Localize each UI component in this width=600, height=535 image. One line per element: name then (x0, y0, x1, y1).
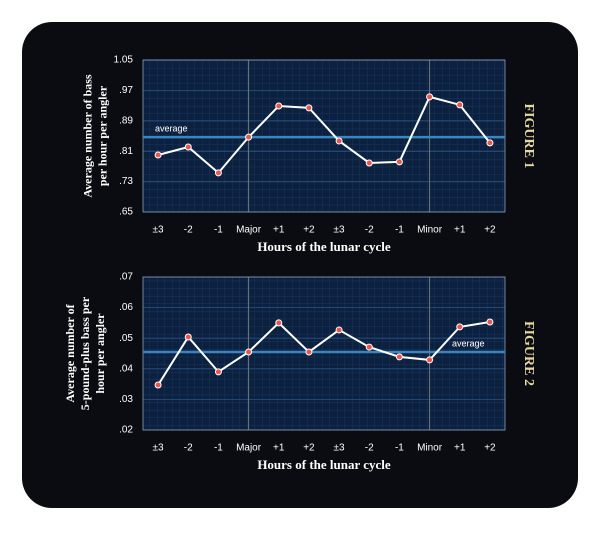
x-tick-label: Minor (417, 225, 443, 236)
y-tick-label: 1.05 (114, 55, 134, 66)
marker (486, 318, 494, 326)
x-tick-label: +1 (273, 225, 285, 236)
x-tick-label: -2 (365, 443, 374, 454)
marker (275, 319, 283, 327)
marker (395, 353, 403, 361)
y-tick-label: .05 (119, 333, 133, 344)
marker (154, 381, 162, 389)
x-tick-label: Major (236, 225, 262, 236)
y-axis-label: hour per angler (93, 313, 107, 394)
x-tick-label: -2 (184, 225, 193, 236)
marker (365, 343, 373, 351)
x-axis-label: Hours of the lunar cycle (257, 239, 391, 254)
marker (456, 101, 464, 109)
marker (154, 151, 162, 159)
marker (305, 348, 313, 356)
x-tick-label: ±3 (153, 225, 164, 236)
marker (275, 102, 283, 110)
x-tick-label: -1 (395, 443, 404, 454)
y-axis-label: 5-pound-plus bass per (78, 296, 92, 410)
series-line (157, 95, 491, 175)
x-tick-label: ±3 (153, 443, 164, 454)
x-tick-label: ±3 (334, 225, 345, 236)
marker (214, 368, 222, 376)
y-tick-label: .07 (119, 272, 133, 283)
x-tick-label: Minor (417, 443, 443, 454)
marker (456, 323, 464, 331)
marker (214, 169, 222, 177)
x-axis-label: Hours of the lunar cycle (257, 457, 391, 472)
marker (245, 133, 253, 141)
y-tick-label: .04 (119, 363, 133, 374)
marker (184, 143, 192, 151)
marker (426, 356, 434, 364)
marker (335, 137, 343, 145)
y-axis-label: Average number of (63, 303, 77, 402)
marker (426, 93, 434, 101)
x-tick-label: -2 (365, 225, 374, 236)
y-tick-label: .02 (119, 425, 133, 436)
marker (395, 158, 403, 166)
x-tick-label: +2 (303, 225, 315, 236)
marker (305, 104, 313, 112)
y-tick-label: .73 (119, 176, 133, 187)
y-tick-label: .81 (119, 146, 133, 157)
y-tick-label: .65 (119, 207, 133, 218)
y-axis-label: Average number of bass (80, 74, 94, 198)
marker (335, 326, 343, 334)
x-tick-label: -1 (214, 443, 223, 454)
x-tick-label: ±3 (334, 443, 345, 454)
x-tick-label: +2 (484, 225, 496, 236)
marker (245, 348, 253, 356)
figure-label: FIGURE 2 (521, 321, 536, 386)
y-tick-label: .97 (119, 85, 133, 96)
series-line (157, 320, 491, 386)
x-tick-label: +2 (484, 443, 496, 454)
y-tick-label: .03 (119, 394, 133, 405)
y-tick-label: .06 (119, 302, 133, 313)
x-tick-label: +1 (454, 443, 466, 454)
average-label: average (452, 338, 485, 348)
average-label: average (155, 124, 188, 134)
marker (184, 333, 192, 341)
x-tick-label: +2 (303, 443, 315, 454)
x-tick-label: -1 (395, 225, 404, 236)
x-tick-label: +1 (454, 225, 466, 236)
y-tick-label: .89 (119, 115, 133, 126)
x-tick-label: Major (236, 443, 262, 454)
x-tick-label: -1 (214, 225, 223, 236)
y-axis-label: per hour per angler (95, 85, 109, 186)
x-tick-label: +1 (273, 443, 285, 454)
marker (486, 139, 494, 147)
x-tick-label: -2 (184, 443, 193, 454)
figure-label: FIGURE 1 (521, 104, 536, 169)
marker (365, 159, 373, 167)
